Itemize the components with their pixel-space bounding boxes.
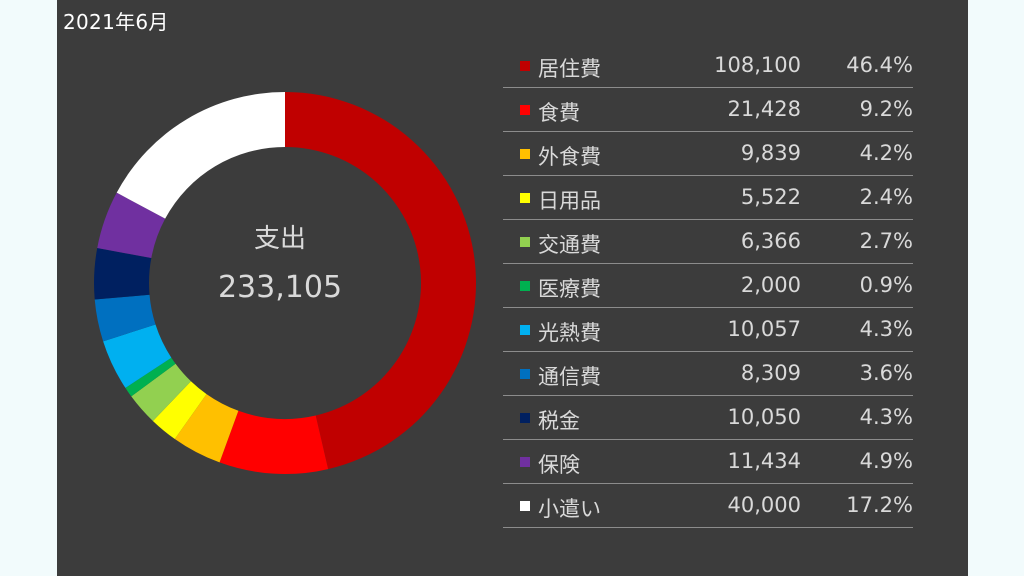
donut-slice-7 [94,294,156,342]
legend-row: 外食費 9,839 4.2% [503,132,913,176]
legend-percent: 46.4% [846,53,913,77]
legend-percent: 4.2% [859,141,913,165]
legend-row: 交通費 6,366 2.7% [503,220,913,264]
legend-category: 居住費 [538,57,601,81]
donut-slice-1 [219,410,329,475]
legend-row: 日用品 5,522 2.4% [503,176,913,220]
legend-category: 交通費 [538,233,601,257]
legend-amount: 8,309 [740,361,801,385]
legend-category: 医療費 [538,277,601,301]
legend-amount: 2,000 [740,273,801,297]
legend-row: 医療費 2,000 0.9% [503,264,913,308]
legend-percent: 0.9% [859,273,913,297]
legend-row: 保険 11,434 4.9% [503,440,913,484]
donut-slice-0 [285,92,476,470]
legend-swatch [520,105,530,115]
legend-percent: 17.2% [846,493,913,517]
donut-slice-10 [116,92,286,219]
legend-amount: 9,839 [740,141,801,165]
legend-amount: 21,428 [727,97,801,121]
legend-percent: 4.9% [859,449,913,473]
legend-percent: 2.4% [859,185,913,209]
legend-percent: 3.6% [859,361,913,385]
legend-swatch [520,501,530,511]
legend-row: 光熱費 10,057 4.3% [503,308,913,352]
legend-row: 小遣い 40,000 17.2% [503,484,913,528]
legend-row: 居住費 108,100 46.4% [503,44,913,88]
legend-amount: 11,434 [727,449,801,473]
chart-title: 2021年6月 [63,10,169,34]
donut-slice-2 [174,394,239,463]
legend-swatch [520,413,530,423]
legend-swatch [520,149,530,159]
legend-category: 保険 [538,453,580,477]
legend-amount: 10,050 [727,405,801,429]
legend-amount: 40,000 [727,493,801,517]
donut-slice-8 [94,247,152,300]
legend-row: 食費 21,428 9.2% [503,88,913,132]
legend-category: 日用品 [538,189,601,213]
legend-category: 小遣い [538,497,601,521]
donut-slice-5 [125,357,176,397]
legend-amount: 10,057 [727,317,801,341]
legend-percent: 9.2% [859,97,913,121]
legend-amount: 6,366 [740,229,801,253]
center-label: 支出 [253,224,306,254]
donut-slice-9 [97,192,166,259]
legend-percent: 4.3% [859,317,913,341]
legend-swatch [520,237,530,247]
legend-row: 通信費 8,309 3.6% [503,352,913,396]
chart-panel: 2021年6月 支出 233,105 居住費 108,100 46.4% 食費 21,4… [57,0,968,576]
legend-category: 光熱費 [538,321,601,345]
legend-table: 居住費 108,100 46.4% 食費 21,428 9.2% 外食費 9,839 4.2% 日… [503,44,913,528]
legend-amount: 5,522 [740,185,801,209]
donut-slice-6 [103,324,172,388]
legend-swatch [520,457,530,467]
legend-category: 税金 [538,409,580,433]
legend-percent: 2.7% [859,229,913,253]
legend-swatch [520,325,530,335]
legend-swatch [520,369,530,379]
legend-swatch [520,193,530,203]
donut-slice-4 [131,363,191,421]
legend-category: 食費 [538,101,580,125]
donut-chart [94,92,476,475]
legend-swatch [520,281,530,291]
legend-category: 通信費 [538,365,601,389]
legend-percent: 4.3% [859,405,913,429]
center-total: 233,105 [217,270,343,305]
donut-slice-3 [152,381,207,440]
legend-amount: 108,100 [714,53,801,77]
legend-swatch [520,61,530,71]
legend-row: 税金 10,050 4.3% [503,396,913,440]
legend-category: 外食費 [538,145,601,169]
